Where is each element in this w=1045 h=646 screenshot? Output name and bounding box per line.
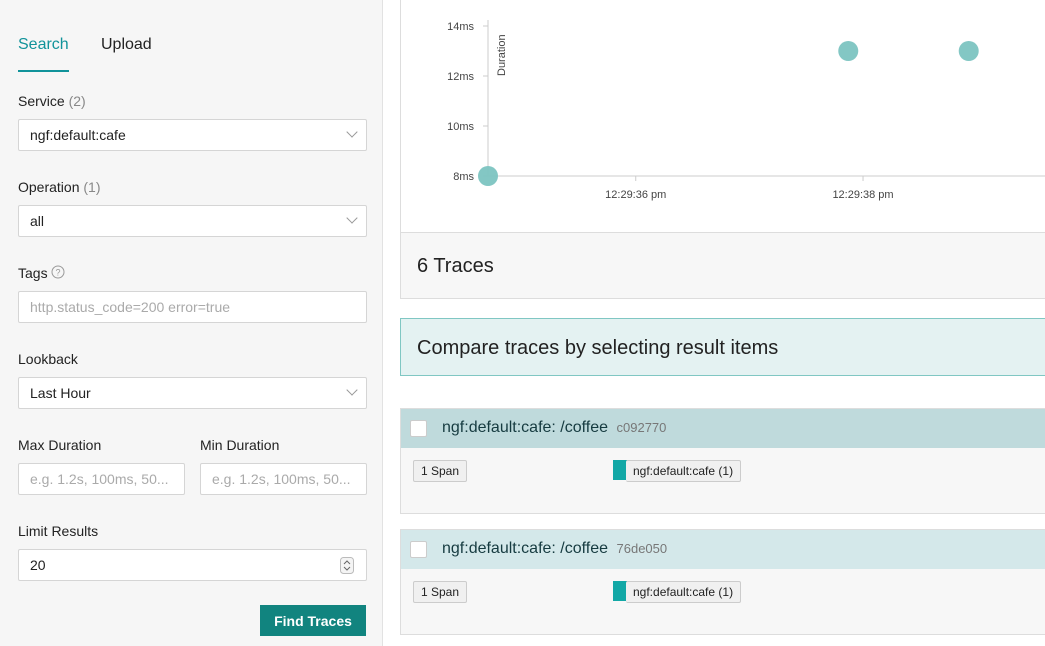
help-icon[interactable]: ? <box>51 265 65 279</box>
service-tag: ngf:default:cafe (1) <box>626 581 742 603</box>
service-tag: ngf:default:cafe (1) <box>626 460 742 482</box>
select[interactable]: ngf:default:cafe <box>18 119 367 151</box>
placeholder: e.g. 1.2s, 100ms, 50... <box>30 471 169 487</box>
scatter-chart: 8ms 10ms 12ms 14ms 12:29:36 pm 12:29:38 pm Dur… <box>400 0 1045 232</box>
label: Operation (1) <box>18 179 101 195</box>
select-value: Last Hour <box>30 385 91 401</box>
spinner[interactable] <box>340 557 354 574</box>
x-tick-label: 12:29:38 pm <box>832 189 893 201</box>
label: Service (2) <box>18 93 86 109</box>
select-value: ngf:default:cafe <box>30 127 126 143</box>
compare-banner: Compare traces by selecting result items <box>400 318 1045 376</box>
text-input[interactable]: e.g. 1.2s, 100ms, 50... <box>18 463 185 495</box>
tab[interactable]: Upload <box>101 36 152 53</box>
y-axis-label: Duration <box>496 34 508 76</box>
x-tick-label: 12:29:36 pm <box>605 189 666 201</box>
traces-count: 6 Traces <box>417 255 494 277</box>
service-color <box>613 581 627 601</box>
select-value: all <box>30 213 45 229</box>
result-header <box>401 409 1045 448</box>
service-color <box>613 460 627 480</box>
text-input[interactable]: http.status_code=200 error=true <box>18 291 367 323</box>
label-text: Tags <box>18 265 48 281</box>
select[interactable]: all <box>18 205 367 237</box>
tab[interactable]: Search <box>18 36 69 53</box>
checkbox[interactable] <box>410 541 427 558</box>
number-input[interactable]: 20 <box>18 549 367 581</box>
compare-text: Compare traces by selecting result items <box>417 337 779 359</box>
trace-id: 76de050 <box>616 541 668 556</box>
label: Min Duration <box>200 437 280 453</box>
traces-header: 6 Traces <box>400 232 1045 299</box>
label: Tags ? <box>18 265 65 281</box>
result-title-row: ngf:default:cafe: /coffee 76de050 <box>442 540 667 558</box>
label-text: Operation <box>18 179 80 195</box>
y-tick-label: 14ms <box>447 21 474 33</box>
point <box>958 41 979 61</box>
label: Lookback <box>18 351 78 367</box>
label: Max Duration <box>18 437 102 453</box>
span-count: 1 Span <box>413 581 468 603</box>
result-title: ngf:default:cafe: /coffee <box>442 419 609 436</box>
label-text: Service <box>18 93 65 109</box>
point <box>838 41 859 61</box>
placeholder: e.g. 1.2s, 100ms, 50... <box>212 471 351 487</box>
text-input[interactable]: e.g. 1.2s, 100ms, 50... <box>200 463 367 495</box>
y-tick-label: 10ms <box>447 121 474 133</box>
placeholder: http.status_code=200 error=true <box>30 299 231 315</box>
result-item[interactable]: ngf:default:cafe: /coffee c092770 1 Span… <box>400 408 1045 514</box>
span-count: 1 Span <box>413 460 468 482</box>
result-title: ngf:default:cafe: /coffee <box>442 540 609 557</box>
select[interactable]: Last Hour <box>18 377 367 409</box>
trace-id: c092770 <box>616 420 667 435</box>
result-item[interactable]: ngf:default:cafe: /coffee 76de050 1 Span… <box>400 529 1045 635</box>
button[interactable]: Find Traces <box>260 605 366 636</box>
input-value: 20 <box>30 557 46 573</box>
y-tick-label: 12ms <box>447 71 474 83</box>
sidebar: Search Upload Service (2) ngf:default:ca… <box>0 0 383 646</box>
label: Limit Results <box>18 523 99 539</box>
result-title-row: ngf:default:cafe: /coffee c092770 <box>442 419 666 437</box>
y-tick-label: 8ms <box>453 171 474 183</box>
point <box>478 166 498 186</box>
checkbox[interactable] <box>410 420 427 437</box>
tab-underline <box>18 70 69 72</box>
count: (1) <box>83 179 101 195</box>
count: (2) <box>68 93 86 109</box>
svg-text:?: ? <box>56 268 61 278</box>
result-header <box>401 530 1045 569</box>
